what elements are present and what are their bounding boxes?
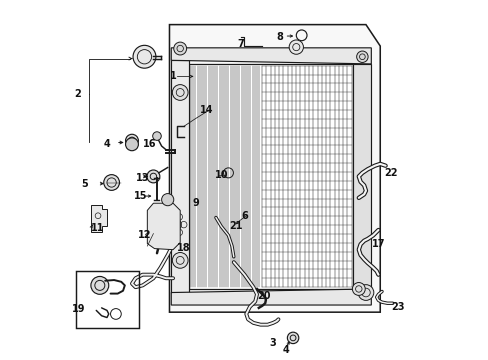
Circle shape xyxy=(103,175,119,190)
Circle shape xyxy=(162,194,173,206)
Circle shape xyxy=(287,332,298,343)
Text: 10: 10 xyxy=(214,170,227,180)
Polygon shape xyxy=(169,24,380,312)
Text: 21: 21 xyxy=(228,221,242,231)
Polygon shape xyxy=(189,64,353,289)
Circle shape xyxy=(357,285,373,300)
Text: 20: 20 xyxy=(257,291,270,301)
Polygon shape xyxy=(171,48,370,64)
Circle shape xyxy=(352,283,365,296)
Text: 7: 7 xyxy=(237,39,244,49)
Circle shape xyxy=(133,45,156,68)
Text: 22: 22 xyxy=(384,168,397,178)
Text: 15: 15 xyxy=(134,191,147,201)
Text: 4: 4 xyxy=(103,139,110,149)
Circle shape xyxy=(152,132,161,140)
Text: 13: 13 xyxy=(136,173,149,183)
Polygon shape xyxy=(171,60,189,293)
Polygon shape xyxy=(91,205,107,232)
Circle shape xyxy=(147,170,160,183)
Text: 14: 14 xyxy=(200,105,213,115)
Circle shape xyxy=(125,134,138,147)
Polygon shape xyxy=(171,289,370,305)
Text: 9: 9 xyxy=(192,198,199,208)
Bar xyxy=(76,271,139,328)
Text: 12: 12 xyxy=(138,230,151,240)
Text: 16: 16 xyxy=(143,139,156,149)
Text: 2: 2 xyxy=(74,89,81,99)
Text: 18: 18 xyxy=(177,243,190,253)
Circle shape xyxy=(125,138,138,151)
Circle shape xyxy=(172,252,188,268)
Text: 3: 3 xyxy=(269,338,276,347)
Text: 6: 6 xyxy=(241,211,247,221)
Circle shape xyxy=(173,42,186,55)
Text: 5: 5 xyxy=(81,179,88,189)
Circle shape xyxy=(356,51,367,63)
Circle shape xyxy=(288,40,303,54)
Text: 1: 1 xyxy=(169,71,176,81)
Polygon shape xyxy=(147,203,180,249)
Polygon shape xyxy=(353,64,370,289)
Text: 17: 17 xyxy=(371,239,385,249)
Text: 19: 19 xyxy=(72,303,86,314)
Text: 11: 11 xyxy=(90,223,104,233)
Circle shape xyxy=(172,85,188,100)
Circle shape xyxy=(168,218,181,231)
Text: 23: 23 xyxy=(390,302,404,312)
Text: 4: 4 xyxy=(282,345,288,355)
Circle shape xyxy=(91,276,108,294)
Text: 8: 8 xyxy=(276,32,283,42)
